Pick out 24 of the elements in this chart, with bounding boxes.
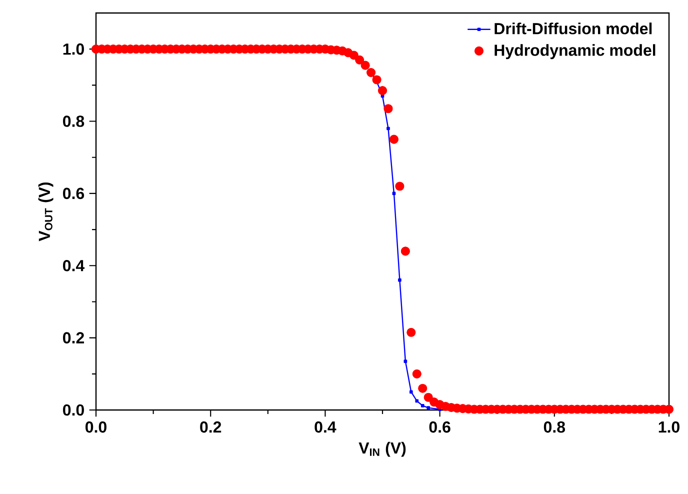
x-axis-title: V$_{IN}$ (V) [358,442,406,457]
y-tick-label: 0.0 [63,404,84,416]
y-tick-label: 0.4 [63,260,85,272]
y-tick-label: 0.8 [63,116,84,127]
x-tick-label: 0.8 [544,421,566,433]
point [420,404,424,408]
point [398,278,402,282]
point [404,360,408,363]
point [392,192,396,196]
y-axis-title: V$_{OUT}$ (V) [38,182,54,242]
legend-label: Drift-Diffusion model [494,22,652,34]
point [426,406,430,410]
point [409,390,413,394]
y-tick-label: 1.0 [63,43,84,55]
y-tick-label: 0.2 [63,332,84,344]
x-tick-label: 0.4 [314,421,336,433]
y-tick-label: 0.6 [63,188,84,200]
legend-label: Hydrodynamic model [494,44,656,60]
x-tick-label: 0.6 [429,421,450,433]
x-tick-label: 1.0 [658,421,680,433]
point [386,126,390,130]
x-tick-label: 0.0 [86,421,106,433]
point [415,399,419,403]
x-tick-label: 0.2 [200,421,222,433]
